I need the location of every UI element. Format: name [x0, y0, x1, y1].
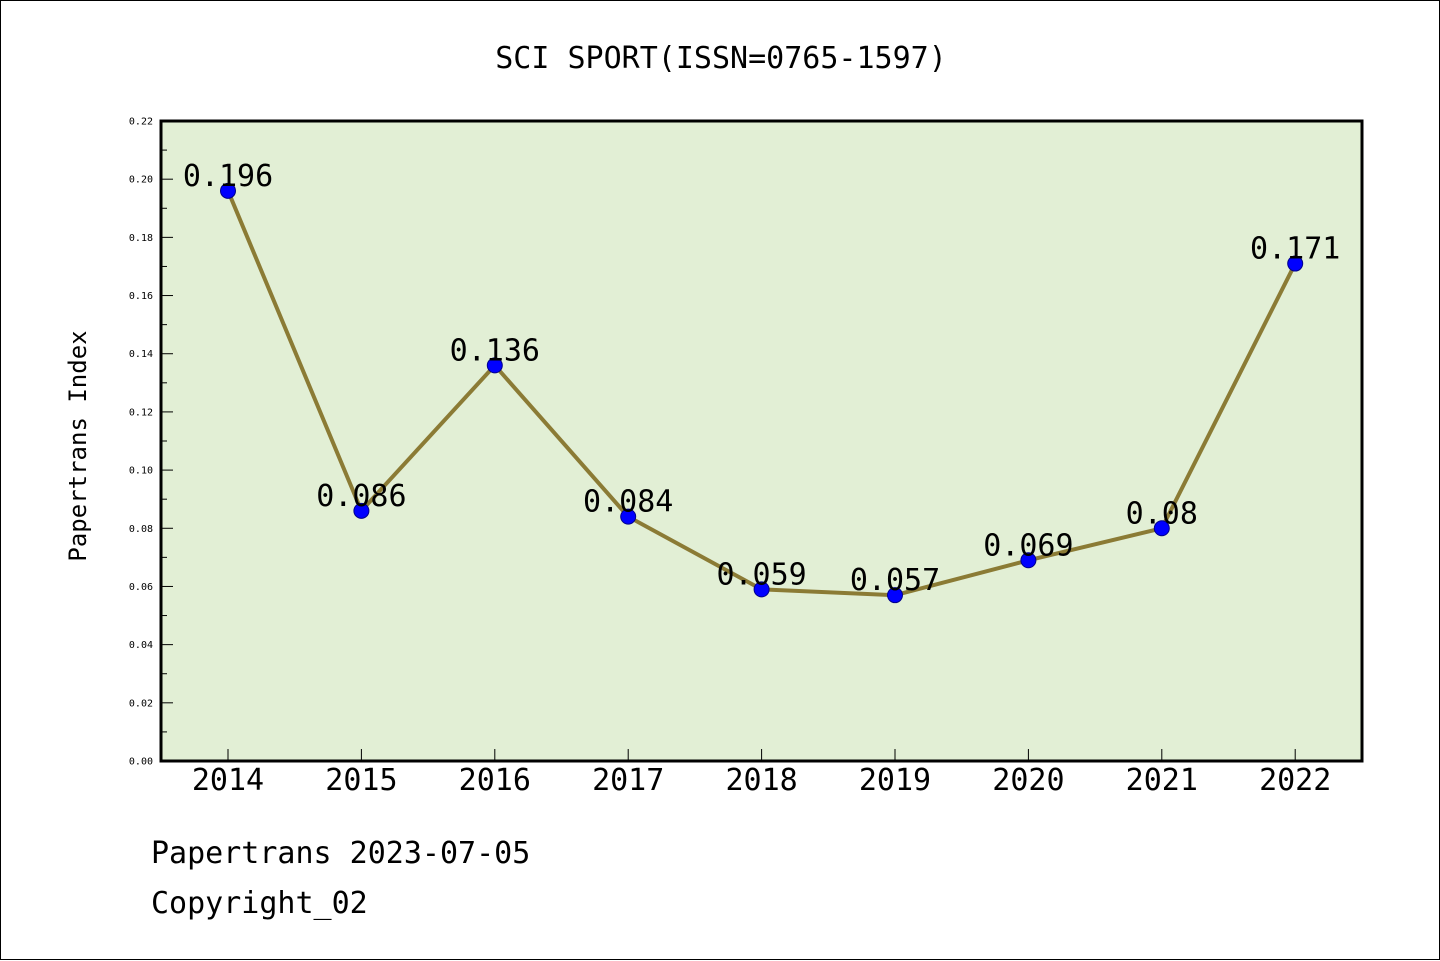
- x-tick-label: 2016: [459, 763, 531, 798]
- x-tick-label: 2017: [592, 763, 664, 798]
- y-tick-label: 0.08: [129, 524, 153, 535]
- data-point: [620, 508, 637, 525]
- data-label: 0.196: [183, 159, 273, 194]
- y-tick-label: 0.18: [129, 233, 153, 244]
- x-tick-label: 2022: [1259, 763, 1331, 798]
- data-label: 0.069: [983, 528, 1073, 563]
- x-tick-label: 2021: [1126, 763, 1198, 798]
- y-tick-label: 0.04: [129, 640, 153, 651]
- y-axis: 0.00 0.02 0.04 0.06 0.08 0.10 0.12 0.14 0.16 0.18…: [129, 117, 173, 768]
- series-layer: 0.196 0.086 0.136 0.084 0.059 0.057 0.069 0.08 0…: [183, 159, 1340, 604]
- footer-copyright: Copyright_02: [151, 886, 368, 921]
- chart-title: SCI SPORT(ISSN=0765-1597): [495, 41, 947, 76]
- x-tick-label: 2018: [725, 763, 797, 798]
- plot-area: [159, 119, 1364, 763]
- data-label: 0.086: [316, 479, 406, 514]
- data-label: 0.136: [450, 333, 540, 368]
- footer-source: Papertrans 2023-07-05: [151, 836, 531, 871]
- y-tick-label: 0.20: [129, 175, 153, 186]
- data-point: [1153, 520, 1170, 537]
- x-tick-label: 2020: [992, 763, 1064, 798]
- data-point: [486, 357, 503, 374]
- x-axis: 2014 2015 2016 2017 2018 2019 2020 2021 2022: [192, 749, 1331, 798]
- y-tick-label: 0.22: [129, 117, 153, 128]
- y-tick-label: 0.12: [129, 407, 153, 418]
- data-label: 0.059: [716, 557, 806, 592]
- x-tick-label: 2015: [325, 763, 397, 798]
- data-point: [887, 587, 903, 604]
- y-tick-label: 0.02: [129, 698, 153, 709]
- y-tick-label: 0.14: [129, 349, 153, 360]
- data-label: 0.08: [1126, 496, 1198, 531]
- y-tick-label: 0.10: [129, 466, 153, 477]
- data-label: 0.057: [850, 563, 940, 598]
- data-point: [753, 581, 770, 598]
- data-point: [220, 182, 236, 199]
- x-tick-label: 2014: [192, 763, 264, 798]
- y-axis-label: Papertrans Index: [64, 330, 92, 561]
- data-label: 0.084: [583, 485, 673, 520]
- y-tick-label: 0.06: [129, 582, 153, 593]
- data-point: [353, 502, 370, 519]
- data-point: [1020, 552, 1037, 569]
- y-tick-label: 0.00: [129, 757, 153, 768]
- data-point: [1287, 255, 1304, 272]
- data-label: 0.171: [1250, 232, 1340, 267]
- x-tick-label: 2019: [859, 763, 931, 798]
- y-tick-label: 0.16: [129, 291, 153, 302]
